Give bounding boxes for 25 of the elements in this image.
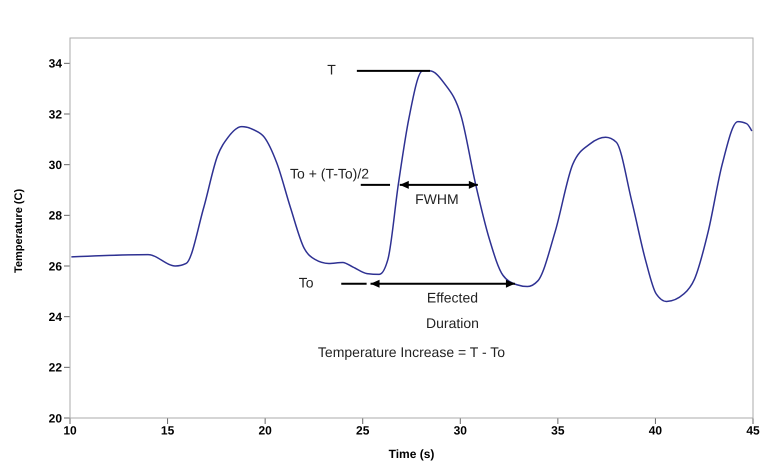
y-axis-title: Temperature (C) <box>12 188 25 273</box>
y-tick-label: 22 <box>48 360 62 375</box>
y-tick-label: 30 <box>48 158 62 172</box>
annotation: Effected <box>426 290 478 306</box>
x-tick-label: 35 <box>551 424 565 438</box>
y-tick-label: 26 <box>48 259 62 274</box>
y-tick-label: 24 <box>48 310 62 324</box>
x-tick-label: 30 <box>454 424 468 438</box>
x-tick-label: 25 <box>356 424 370 438</box>
y-tick-label: 34 <box>48 56 62 71</box>
annotation: To <box>298 274 314 290</box>
x-tick-label: 20 <box>258 424 272 438</box>
x-tick-label: 40 <box>648 424 662 438</box>
x-tick-label: 10 <box>63 424 77 438</box>
y-tick-label: 20 <box>48 411 62 426</box>
annotation: To + (T-To)/2 <box>290 166 370 182</box>
annotation: Duration <box>426 314 479 331</box>
annotation: FWHM <box>415 190 459 207</box>
x-axis-title: Time (s) <box>388 447 434 461</box>
annotation: T <box>327 62 336 78</box>
y-tick-label: 28 <box>48 208 62 223</box>
x-tick-label: 15 <box>160 424 175 438</box>
x-tick-label: 45 <box>746 424 760 438</box>
y-tick-label: 32 <box>48 107 62 122</box>
annotation: Temperature Increase = T - To <box>318 344 506 360</box>
